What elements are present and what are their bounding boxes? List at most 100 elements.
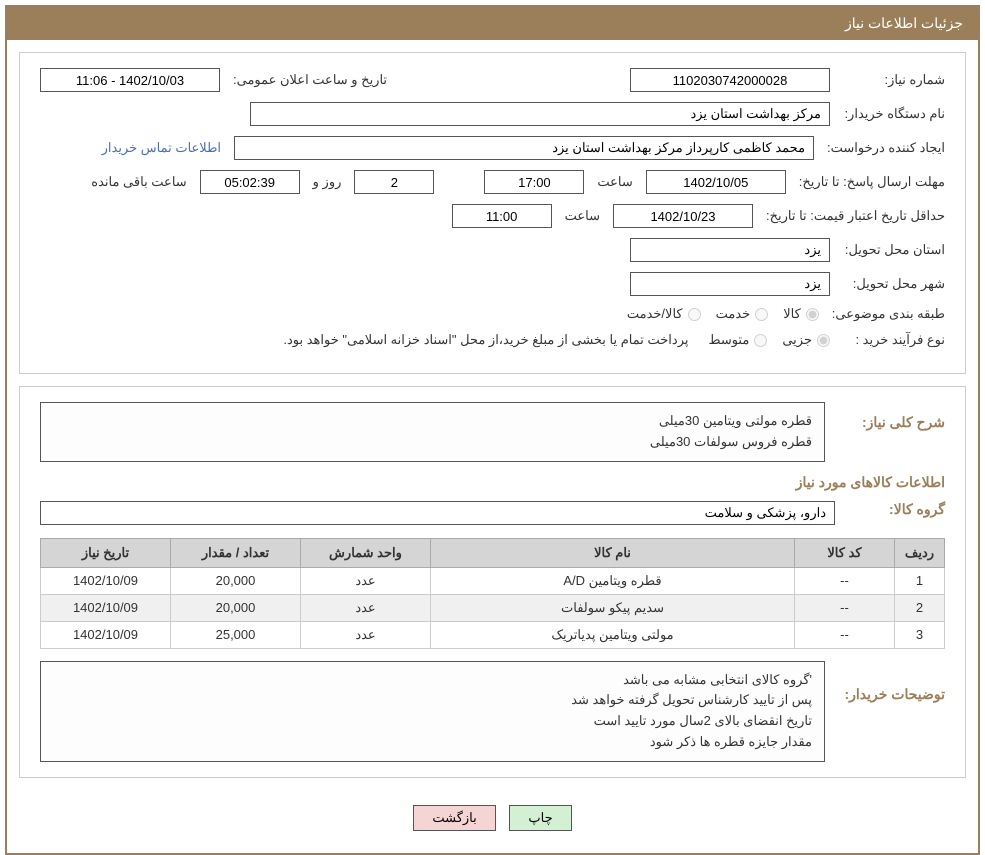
delivery-city-input[interactable] [630,272,830,296]
buttons-row: چاپ بازگشت [19,790,966,841]
th-date: تاریخ نیاز [41,538,171,567]
cell-qty: 20,000 [171,567,301,594]
category-goods-radio[interactable] [806,308,819,321]
cell-code: -- [795,594,895,621]
reply-date-input[interactable] [646,170,786,194]
buyer-notes-line4: مقدار جایزه قطره ها ذکر شود [53,732,812,753]
category-label: طبقه بندی موضوعی: [824,306,945,322]
days-input[interactable] [354,170,434,194]
buyer-notes-line2: پس از تایید کارشناس تحویل گرفته خواهد شد [53,690,812,711]
category-goods-option[interactable]: کالا [783,306,819,322]
cell-row: 1 [895,567,945,594]
purchase-type-label: نوع فرآیند خرید : [835,332,945,348]
table-row: 2 -- سدیم پیکو سولفات عدد 20,000 1402/10… [41,594,945,621]
cell-name: سدیم پیکو سولفات [431,594,795,621]
category-service-option[interactable]: خدمت [716,306,769,322]
requester-input[interactable] [234,136,814,160]
items-title: اطلاعات کالاهای مورد نیاز [40,474,945,491]
purchase-medium-radio[interactable] [754,334,767,347]
general-desc-label: شرح کلی نیاز: [835,402,945,431]
table-row: 3 -- مولتی ویتامین پدیاتریک عدد 25,000 1… [41,621,945,648]
print-button[interactable]: چاپ [509,805,571,831]
th-unit: واحد شمارش [301,538,431,567]
need-number-row: شماره نیاز: تاریخ و ساعت اعلان عمومی: [40,68,945,92]
buyer-org-label: نام دستگاه خریدار: [835,106,945,122]
details-panel: شرح کلی نیاز: قطره مولتی ویتامین 30میلی … [19,386,966,778]
cell-qty: 20,000 [171,594,301,621]
cell-date: 1402/10/09 [41,621,171,648]
reply-deadline-label: مهلت ارسال پاسخ: تا تاریخ: [791,174,945,190]
group-input[interactable] [40,501,835,525]
price-date-input[interactable] [613,204,753,228]
cell-unit: عدد [301,621,431,648]
general-desc-row: شرح کلی نیاز: قطره مولتی ویتامین 30میلی … [40,402,945,462]
th-code: کد کالا [795,538,895,567]
buyer-notes-line1: 'گروه کالای انتخابی مشابه می باشد [53,670,812,691]
price-time-input[interactable] [452,204,552,228]
category-radio-group: کالا خدمت کالا/خدمت [627,306,819,322]
category-both-radio[interactable] [688,308,701,321]
category-goods-label: کالا [783,306,801,322]
purchase-partial-radio[interactable] [817,334,830,347]
general-desc-box: قطره مولتی ویتامین 30میلی قطره فروس سولف… [40,402,825,462]
requester-row: ایجاد کننده درخواست: اطلاعات تماس خریدار [40,136,945,160]
reply-deadline-row: مهلت ارسال پاسخ: تا تاریخ: ساعت روز و سا… [40,170,945,194]
remaining-label: ساعت باقی مانده [83,174,194,190]
delivery-city-row: شهر محل تحویل: [40,272,945,296]
back-button[interactable]: بازگشت [413,805,495,831]
cell-qty: 25,000 [171,621,301,648]
cell-unit: عدد [301,567,431,594]
main-container: جزئیات اطلاعات نیاز AriaTender.net شماره… [5,5,980,855]
buyer-org-row: نام دستگاه خریدار: [40,102,945,126]
th-row: ردیف [895,538,945,567]
reply-time-input[interactable] [484,170,584,194]
price-validity-label: حداقل تاریخ اعتبار قیمت: تا تاریخ: [758,208,945,224]
purchase-medium-label: متوسط [708,332,749,348]
days-label: روز و [305,174,350,190]
table-row: 1 -- قطره ویتامین A/D عدد 20,000 1402/10… [41,567,945,594]
th-name: نام کالا [431,538,795,567]
general-desc-line2: قطره فروس سولفات 30میلی [53,432,812,453]
group-label: گروه کالا: [835,501,945,518]
category-both-label: کالا/خدمت [627,306,683,322]
delivery-province-input[interactable] [630,238,830,262]
buyer-notes-box: 'گروه کالای انتخابی مشابه می باشد پس از … [40,661,825,762]
group-row: گروه کالا: [40,501,945,526]
announce-input[interactable] [40,68,220,92]
page-header: جزئیات اطلاعات نیاز [7,7,978,40]
cell-code: -- [795,621,895,648]
category-both-option[interactable]: کالا/خدمت [627,306,701,322]
cell-unit: عدد [301,594,431,621]
purchase-medium-option[interactable]: متوسط [708,332,767,348]
table-header-row: ردیف کد کالا نام کالا واحد شمارش تعداد /… [41,538,945,567]
cell-name: مولتی ویتامین پدیاتریک [431,621,795,648]
purchase-type-radio-group: جزیی متوسط [708,332,830,348]
info-panel: شماره نیاز: تاریخ و ساعت اعلان عمومی: نا… [19,52,966,374]
price-validity-row: حداقل تاریخ اعتبار قیمت: تا تاریخ: ساعت [40,204,945,228]
cell-date: 1402/10/09 [41,594,171,621]
buyer-notes-label: توضیحات خریدار: [835,661,945,703]
page-title: جزئیات اطلاعات نیاز [845,15,963,31]
buyer-org-input[interactable] [250,102,830,126]
announce-label: تاریخ و ساعت اعلان عمومی: [225,72,395,88]
need-number-input[interactable] [630,68,830,92]
price-time-label: ساعت [557,208,608,224]
category-service-radio[interactable] [755,308,768,321]
cell-date: 1402/10/09 [41,567,171,594]
category-row: طبقه بندی موضوعی: کالا خدمت کالا/خدمت [40,306,945,322]
general-desc-line1: قطره مولتی ویتامین 30میلی [53,411,812,432]
purchase-partial-option[interactable]: جزیی [782,332,830,348]
items-table: ردیف کد کالا نام کالا واحد شمارش تعداد /… [40,538,945,649]
remaining-time-input[interactable] [200,170,300,194]
th-qty: تعداد / مقدار [171,538,301,567]
reply-time-label: ساعت [589,174,640,190]
purchase-type-row: نوع فرآیند خرید : جزیی متوسط پرداخت تمام… [40,332,945,348]
delivery-city-label: شهر محل تحویل: [835,276,945,292]
cell-code: -- [795,567,895,594]
delivery-province-row: استان محل تحویل: [40,238,945,262]
cell-row: 2 [895,594,945,621]
delivery-province-label: استان محل تحویل: [835,242,945,258]
category-service-label: خدمت [716,306,751,322]
contact-link[interactable]: اطلاعات تماس خریدار [102,140,229,156]
content-area: AriaTender.net شماره نیاز: تاریخ و ساعت … [7,40,978,853]
